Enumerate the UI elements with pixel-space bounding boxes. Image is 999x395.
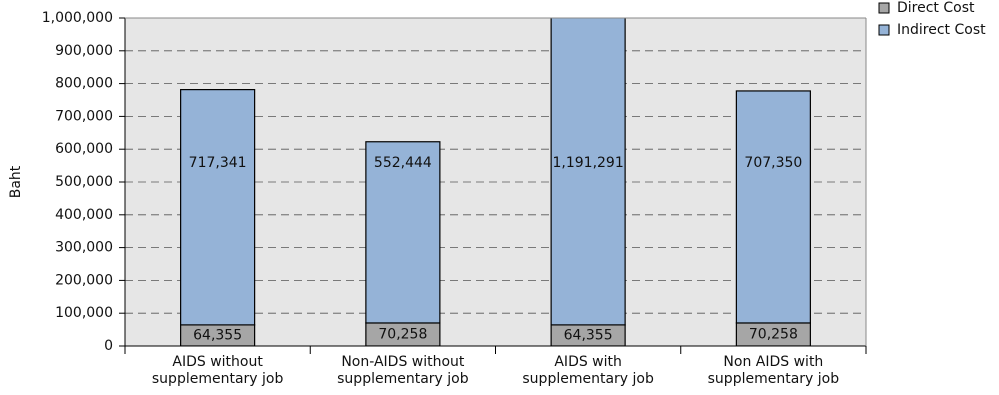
legend-swatch <box>878 24 890 36</box>
y-tick-label: 800,000 <box>55 76 113 92</box>
value-label: 552,444 <box>374 155 432 171</box>
y-tick-label: 200,000 <box>55 272 113 288</box>
x-tick-label: Non-AIDS without supplementary job <box>337 354 469 387</box>
y-tick-label: 500,000 <box>55 174 113 190</box>
y-tick-label: 400,000 <box>55 207 113 223</box>
y-tick-label: 700,000 <box>55 108 113 124</box>
y-tick-label: 0 <box>104 338 113 354</box>
legend-label: Direct Cost <box>897 0 975 16</box>
x-tick-label: AIDS with supplementary job <box>522 354 654 387</box>
y-tick-label: 300,000 <box>55 240 113 256</box>
y-tick-label: 600,000 <box>55 141 113 157</box>
value-label: 64,355 <box>193 327 242 343</box>
bar-segment <box>365 141 441 324</box>
bars <box>180 18 811 346</box>
bar-segment <box>550 18 626 326</box>
value-label: 707,350 <box>744 155 802 171</box>
x-tick-label: Non AIDS with supplementary job <box>707 354 840 387</box>
value-label: 70,258 <box>378 326 427 342</box>
bar-segment <box>180 89 256 326</box>
x-tick-label: AIDS without supplementary job <box>151 354 284 387</box>
y-axis-title: Baht <box>8 165 24 198</box>
y-tick-label: 100,000 <box>55 305 113 321</box>
y-tick-label: 1,000,000 <box>42 10 113 26</box>
legend-label: Indirect Cost <box>897 22 986 38</box>
value-label: 64,355 <box>564 327 613 343</box>
value-label: 70,258 <box>749 326 798 342</box>
bar-segment <box>735 90 811 324</box>
legend-swatch <box>878 2 890 14</box>
value-label: 1,191,291 <box>552 155 623 171</box>
y-tick-label: 900,000 <box>55 43 113 59</box>
value-label: 717,341 <box>189 155 247 171</box>
